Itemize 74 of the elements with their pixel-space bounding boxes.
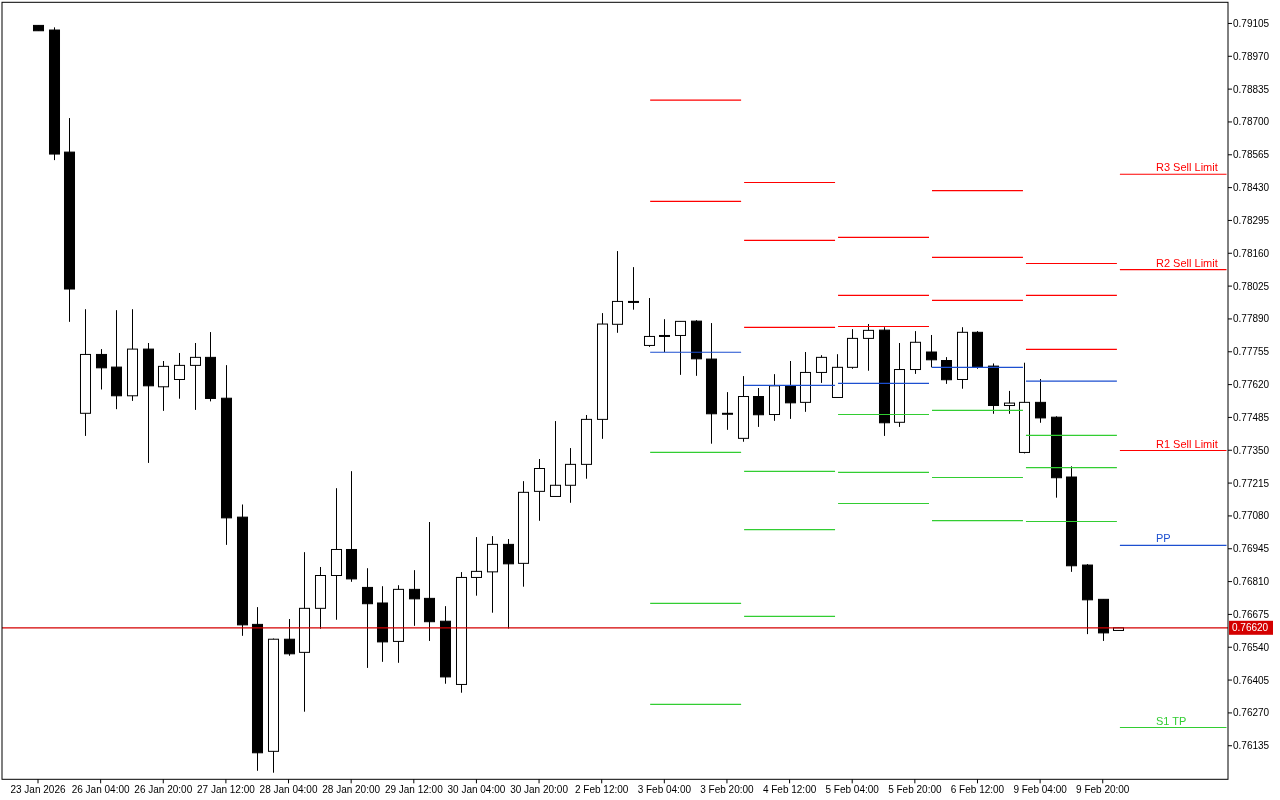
candlestick — [925, 334, 938, 368]
y-tick-label: 0.78700 — [1233, 116, 1270, 128]
y-tick-label: 0.77890 — [1233, 313, 1270, 325]
candlestick — [361, 567, 374, 669]
y-tick-label: 0.78430 — [1233, 182, 1270, 194]
candlestick — [173, 352, 186, 400]
y-tick-label: 0.77485 — [1233, 411, 1270, 423]
x-tick-label: 30 Jan 20:00 — [510, 784, 569, 796]
x-tick-label: 5 Feb 20:00 — [888, 784, 942, 796]
series-label: R3 Sell Limit — [1156, 161, 1218, 174]
y-tick-label: 0.76540 — [1233, 641, 1270, 653]
candlestick — [1034, 378, 1047, 424]
x-tick-label: 23 Jan 2026 — [10, 784, 66, 796]
y-tick-label: 0.78835 — [1233, 83, 1270, 95]
series-label: R1 Sell Limit — [1156, 437, 1218, 450]
y-tick-label: 0.76810 — [1233, 576, 1270, 588]
y-tick-label: 0.78565 — [1233, 149, 1270, 161]
candlestick — [502, 538, 515, 630]
candlestick — [627, 266, 640, 311]
x-tick-label: 5 Feb 04:00 — [825, 784, 880, 796]
candlestick — [815, 354, 828, 384]
x-tick-label: 27 Jan 12:00 — [196, 784, 256, 796]
x-tick-label: 26 Jan 20:00 — [134, 784, 193, 796]
y-tick-label: 0.76405 — [1233, 674, 1270, 686]
candlestick — [1003, 390, 1016, 415]
x-tick-label: 28 Jan 04:00 — [259, 784, 318, 796]
candlestick — [564, 447, 577, 504]
series-label: R2 Sell Limit — [1156, 256, 1218, 269]
candlestick — [674, 320, 687, 376]
x-tick-label: 28 Jan 20:00 — [322, 784, 381, 796]
candlestick — [940, 356, 953, 385]
series-label: S1 TP — [1156, 714, 1187, 727]
x-tick-label: 26 Jan 04:00 — [71, 784, 130, 796]
candlestick — [784, 360, 797, 420]
x-tick-label: 2 Feb 12:00 — [575, 784, 629, 796]
candlestick — [408, 569, 421, 627]
x-tick-label: 3 Feb 04:00 — [637, 784, 692, 796]
candlestick — [658, 318, 671, 353]
y-tick-label: 0.76135 — [1233, 740, 1270, 752]
candlestick — [157, 360, 170, 412]
x-tick-label: 9 Feb 20:00 — [1076, 784, 1130, 796]
candlestick — [283, 618, 296, 657]
y-tick-label: 0.77755 — [1233, 346, 1270, 358]
candlestick — [752, 387, 765, 428]
y-tick-label: 0.78295 — [1233, 214, 1270, 226]
candlestick — [470, 536, 483, 597]
x-tick-label: 29 Jan 12:00 — [384, 784, 444, 796]
candlestick — [611, 250, 624, 334]
x-tick-label: 4 Feb 12:00 — [762, 784, 817, 796]
y-tick-label: 0.78025 — [1233, 280, 1270, 292]
x-tick-label: 6 Feb 12:00 — [950, 784, 1005, 796]
candlestick — [643, 297, 656, 348]
y-tick-label: 0.78160 — [1233, 247, 1270, 259]
candlestick — [549, 420, 562, 497]
y-tick-label: 0.76270 — [1233, 707, 1270, 719]
candlestick — [533, 458, 546, 522]
candlestick — [189, 342, 202, 411]
ref-line-label: 0.76620 — [1232, 622, 1269, 634]
y-tick-label: 0.76945 — [1233, 543, 1270, 555]
candlestick — [862, 323, 875, 372]
series-label: PP — [1156, 532, 1171, 545]
candlestick — [95, 348, 108, 390]
y-tick-label: 0.77620 — [1233, 379, 1270, 391]
candlestick — [721, 391, 734, 431]
y-tick-label: 0.77080 — [1233, 510, 1270, 522]
y-tick-label: 0.77350 — [1233, 444, 1270, 456]
y-tick-label: 0.78970 — [1233, 50, 1270, 62]
y-tick-label: 0.79105 — [1233, 17, 1270, 29]
y-tick-label: 0.77215 — [1233, 477, 1270, 489]
x-tick-label: 3 Feb 20:00 — [700, 784, 755, 796]
y-tick-label: 0.76675 — [1233, 608, 1270, 620]
x-tick-label: 9 Feb 04:00 — [1013, 784, 1068, 796]
candlestick — [423, 521, 436, 642]
x-tick-label: 30 Jan 04:00 — [447, 784, 506, 796]
